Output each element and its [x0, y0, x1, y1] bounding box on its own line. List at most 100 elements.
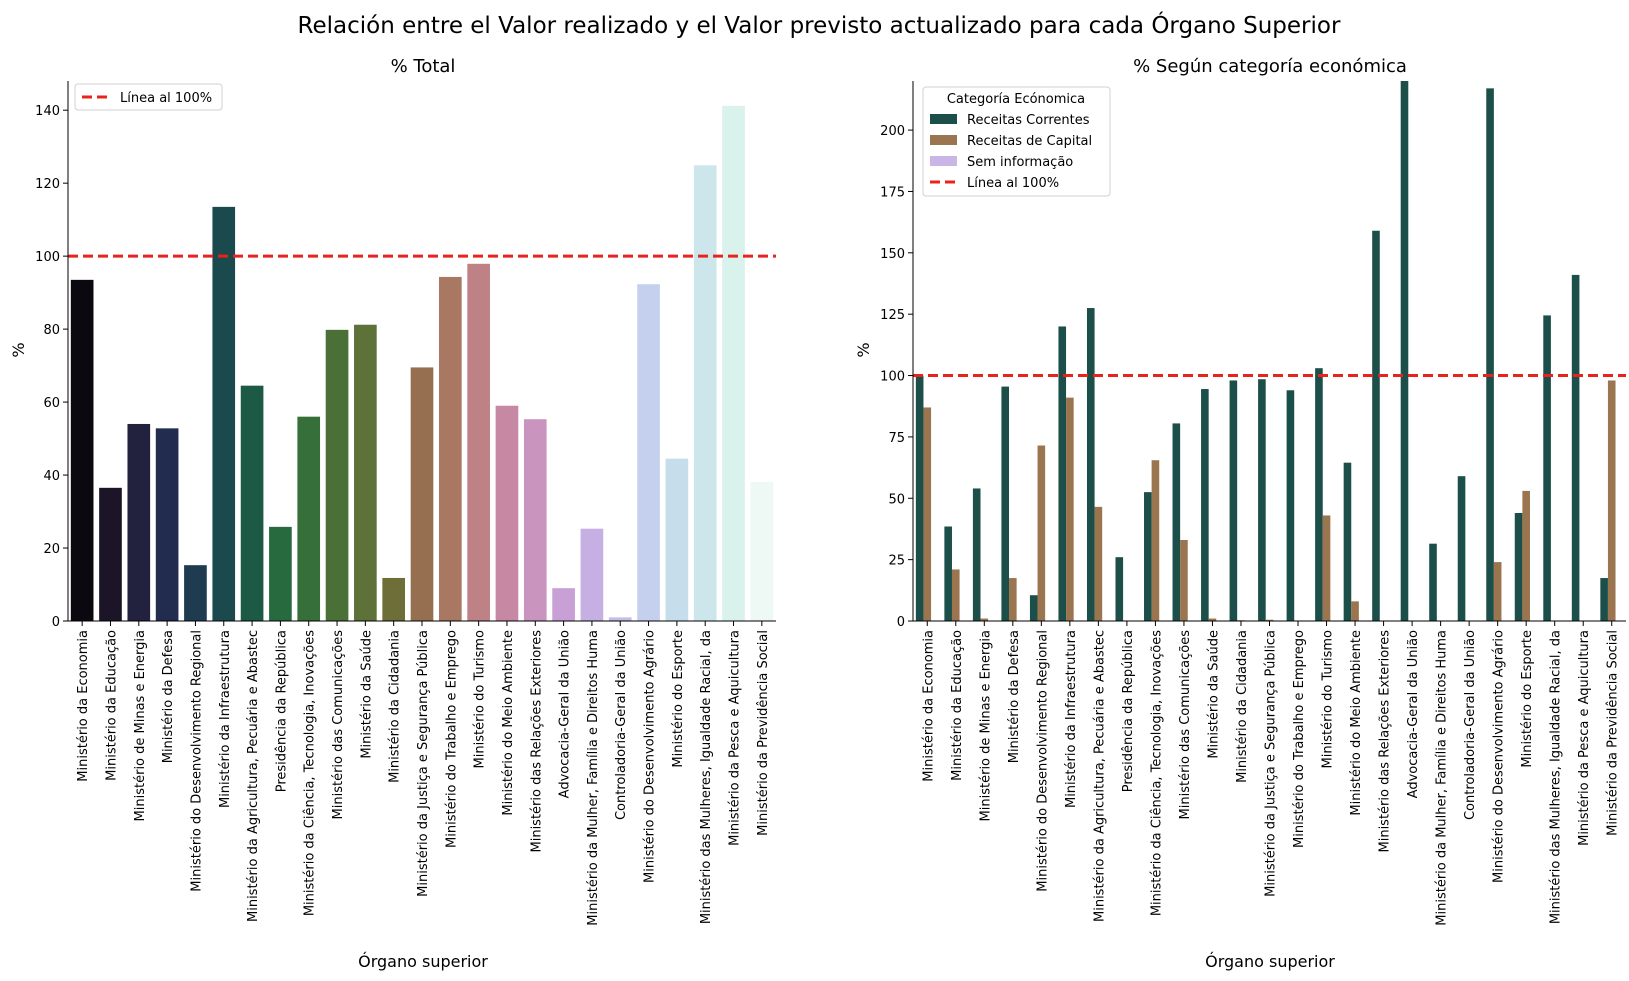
x-tick-label: Ministério da Cidadania — [1235, 630, 1250, 783]
x-tick-label: Ministério do Turismo — [1321, 630, 1336, 769]
legend-box — [74, 83, 223, 111]
left-x-axis-label: Órgano superior — [358, 952, 488, 971]
x-tick-label: Ministério das Relações Exteriores — [1378, 630, 1393, 853]
bar — [297, 416, 321, 621]
right-x-axis-label: Órgano superior — [1205, 952, 1335, 971]
bar — [1009, 578, 1017, 621]
bar — [354, 324, 377, 621]
y-tick-label: 100 — [35, 250, 60, 265]
left-y-axis-label: % — [9, 342, 28, 357]
x-tick-label: Ministério da Infraestrutura — [218, 630, 233, 808]
left-legend: Línea al 100% — [74, 83, 223, 111]
bar — [608, 617, 632, 621]
y-tick-label: 75 — [888, 431, 905, 446]
bar — [1522, 490, 1530, 621]
x-tick-label: Ministério do Desenvolvimento Regional — [189, 630, 204, 892]
right-chart-panel: % Según categoría económica 0 25 50 75 100 12… — [854, 56, 1626, 971]
bar — [1600, 578, 1608, 621]
y-tick-label: 150 — [880, 247, 905, 262]
x-tick-label: Ministério de Minas e Energia — [978, 630, 993, 821]
bar — [495, 405, 519, 621]
x-tick-label: Ministério da Mulher, Família e Direitos… — [1435, 630, 1450, 926]
x-tick-label: Ministério do Desenvolvimento Regional — [1035, 630, 1050, 892]
bar — [438, 276, 462, 621]
right-chart-title: % Según categoría económica — [1133, 56, 1407, 77]
y-tick-label: 200 — [880, 124, 905, 139]
legend-swatch — [930, 156, 957, 166]
bar — [1201, 389, 1209, 621]
x-tick-label: Presidência da República — [1121, 630, 1136, 792]
x-tick-label: Ministério da Economia — [76, 630, 91, 782]
bar — [1229, 380, 1238, 621]
y-tick-label: 125 — [880, 308, 905, 323]
bar — [1351, 601, 1359, 621]
right-axes: 0 25 50 75 100 125 150 175 200 Ministério da Econ… — [880, 81, 1626, 926]
x-tick-label: Controladoria-Geral da União — [614, 630, 629, 820]
x-tick-label: Ministério das Mulheres, Igualdade Racia… — [1549, 630, 1564, 924]
x-tick-label: Ministério da Agricultura, Pecuária e Ab… — [246, 630, 261, 922]
bar — [1086, 308, 1095, 621]
bar — [127, 423, 151, 621]
x-tick-label: Ministério do Turismo — [473, 630, 488, 769]
bar — [1144, 492, 1152, 621]
y-tick-label: 175 — [880, 185, 905, 200]
y-tick-label: 50 — [888, 492, 905, 507]
bar — [552, 588, 575, 621]
bar — [1315, 368, 1323, 621]
x-tick-label: Ministério da Pesca e Aquicultura — [728, 630, 743, 846]
x-tick-label: Ministério da Educação — [950, 630, 965, 781]
bar — [1094, 506, 1103, 621]
bar — [1343, 462, 1352, 621]
x-tick-label: Ministério da Ciência, Tecnologia, Inova… — [303, 630, 318, 916]
bar — [693, 165, 717, 621]
legend-box — [922, 86, 1111, 197]
y-tick-label: 0 — [897, 615, 905, 630]
x-tick-label: Ministério das Comunicações — [331, 630, 346, 820]
bar — [1493, 562, 1502, 621]
x-tick-label: Ministério do Meio Ambiente — [1349, 630, 1364, 816]
x-tick-label: Ministério da Previdência Social — [1606, 630, 1621, 836]
x-tick-label: Ministério da Cidadania — [388, 630, 403, 783]
legend-label: Línea al 100% — [967, 176, 1059, 191]
bar — [1037, 445, 1046, 621]
x-tick-label: Ministério da Infraestrutura — [1064, 630, 1079, 808]
x-tick-label: Ministério da Educação — [104, 630, 119, 781]
legend-title: Categoría Ecónomica — [947, 92, 1085, 107]
legend-swatch — [930, 114, 957, 124]
y-tick-label: 0 — [52, 615, 60, 630]
bar — [580, 528, 604, 621]
x-tick-label: Ministério da Pesca e Aquicultura — [1577, 630, 1592, 846]
bar — [1322, 515, 1331, 621]
x-tick-label: Ministério da Justiça e Segurança Públic… — [1264, 630, 1279, 897]
bar — [1429, 543, 1437, 621]
bar — [1066, 397, 1074, 621]
x-tick-label: Ministério do Esporte — [671, 630, 686, 768]
x-tick-label: Ministério da Defesa — [1007, 630, 1022, 763]
bar — [1400, 81, 1409, 621]
y-tick-label: 20 — [43, 542, 60, 557]
x-tick-label: Ministério das Mulheres, Igualdade Racia… — [699, 630, 714, 924]
bar — [382, 577, 406, 621]
right-legend: Categoría Ecónomica Receitas Correntes Rec… — [922, 86, 1111, 197]
right-y-axis-label: % — [854, 342, 873, 357]
bar — [269, 526, 292, 621]
bar — [980, 618, 989, 621]
bar — [1172, 423, 1181, 621]
bar — [410, 367, 434, 621]
y-tick-label: 140 — [35, 104, 60, 119]
bar — [951, 569, 960, 621]
bar — [1151, 460, 1160, 621]
legend-swatch — [930, 135, 957, 145]
legend-label: Receitas Correntes — [967, 113, 1090, 128]
bar — [1286, 390, 1295, 621]
bar — [923, 407, 932, 621]
x-tick-label: Advocacia-Geral da União — [558, 630, 573, 798]
bar — [1001, 386, 1010, 621]
y-tick-label: 40 — [43, 469, 60, 484]
legend-label: Receitas de Capital — [967, 134, 1092, 149]
bar — [1571, 274, 1580, 621]
x-tick-label: Ministério do Trabalho e Emprego — [444, 630, 459, 848]
y-tick-label: 100 — [880, 370, 905, 385]
bar — [1372, 230, 1380, 621]
x-tick-label: Ministério do Trabalho e Emprego — [1292, 630, 1307, 848]
